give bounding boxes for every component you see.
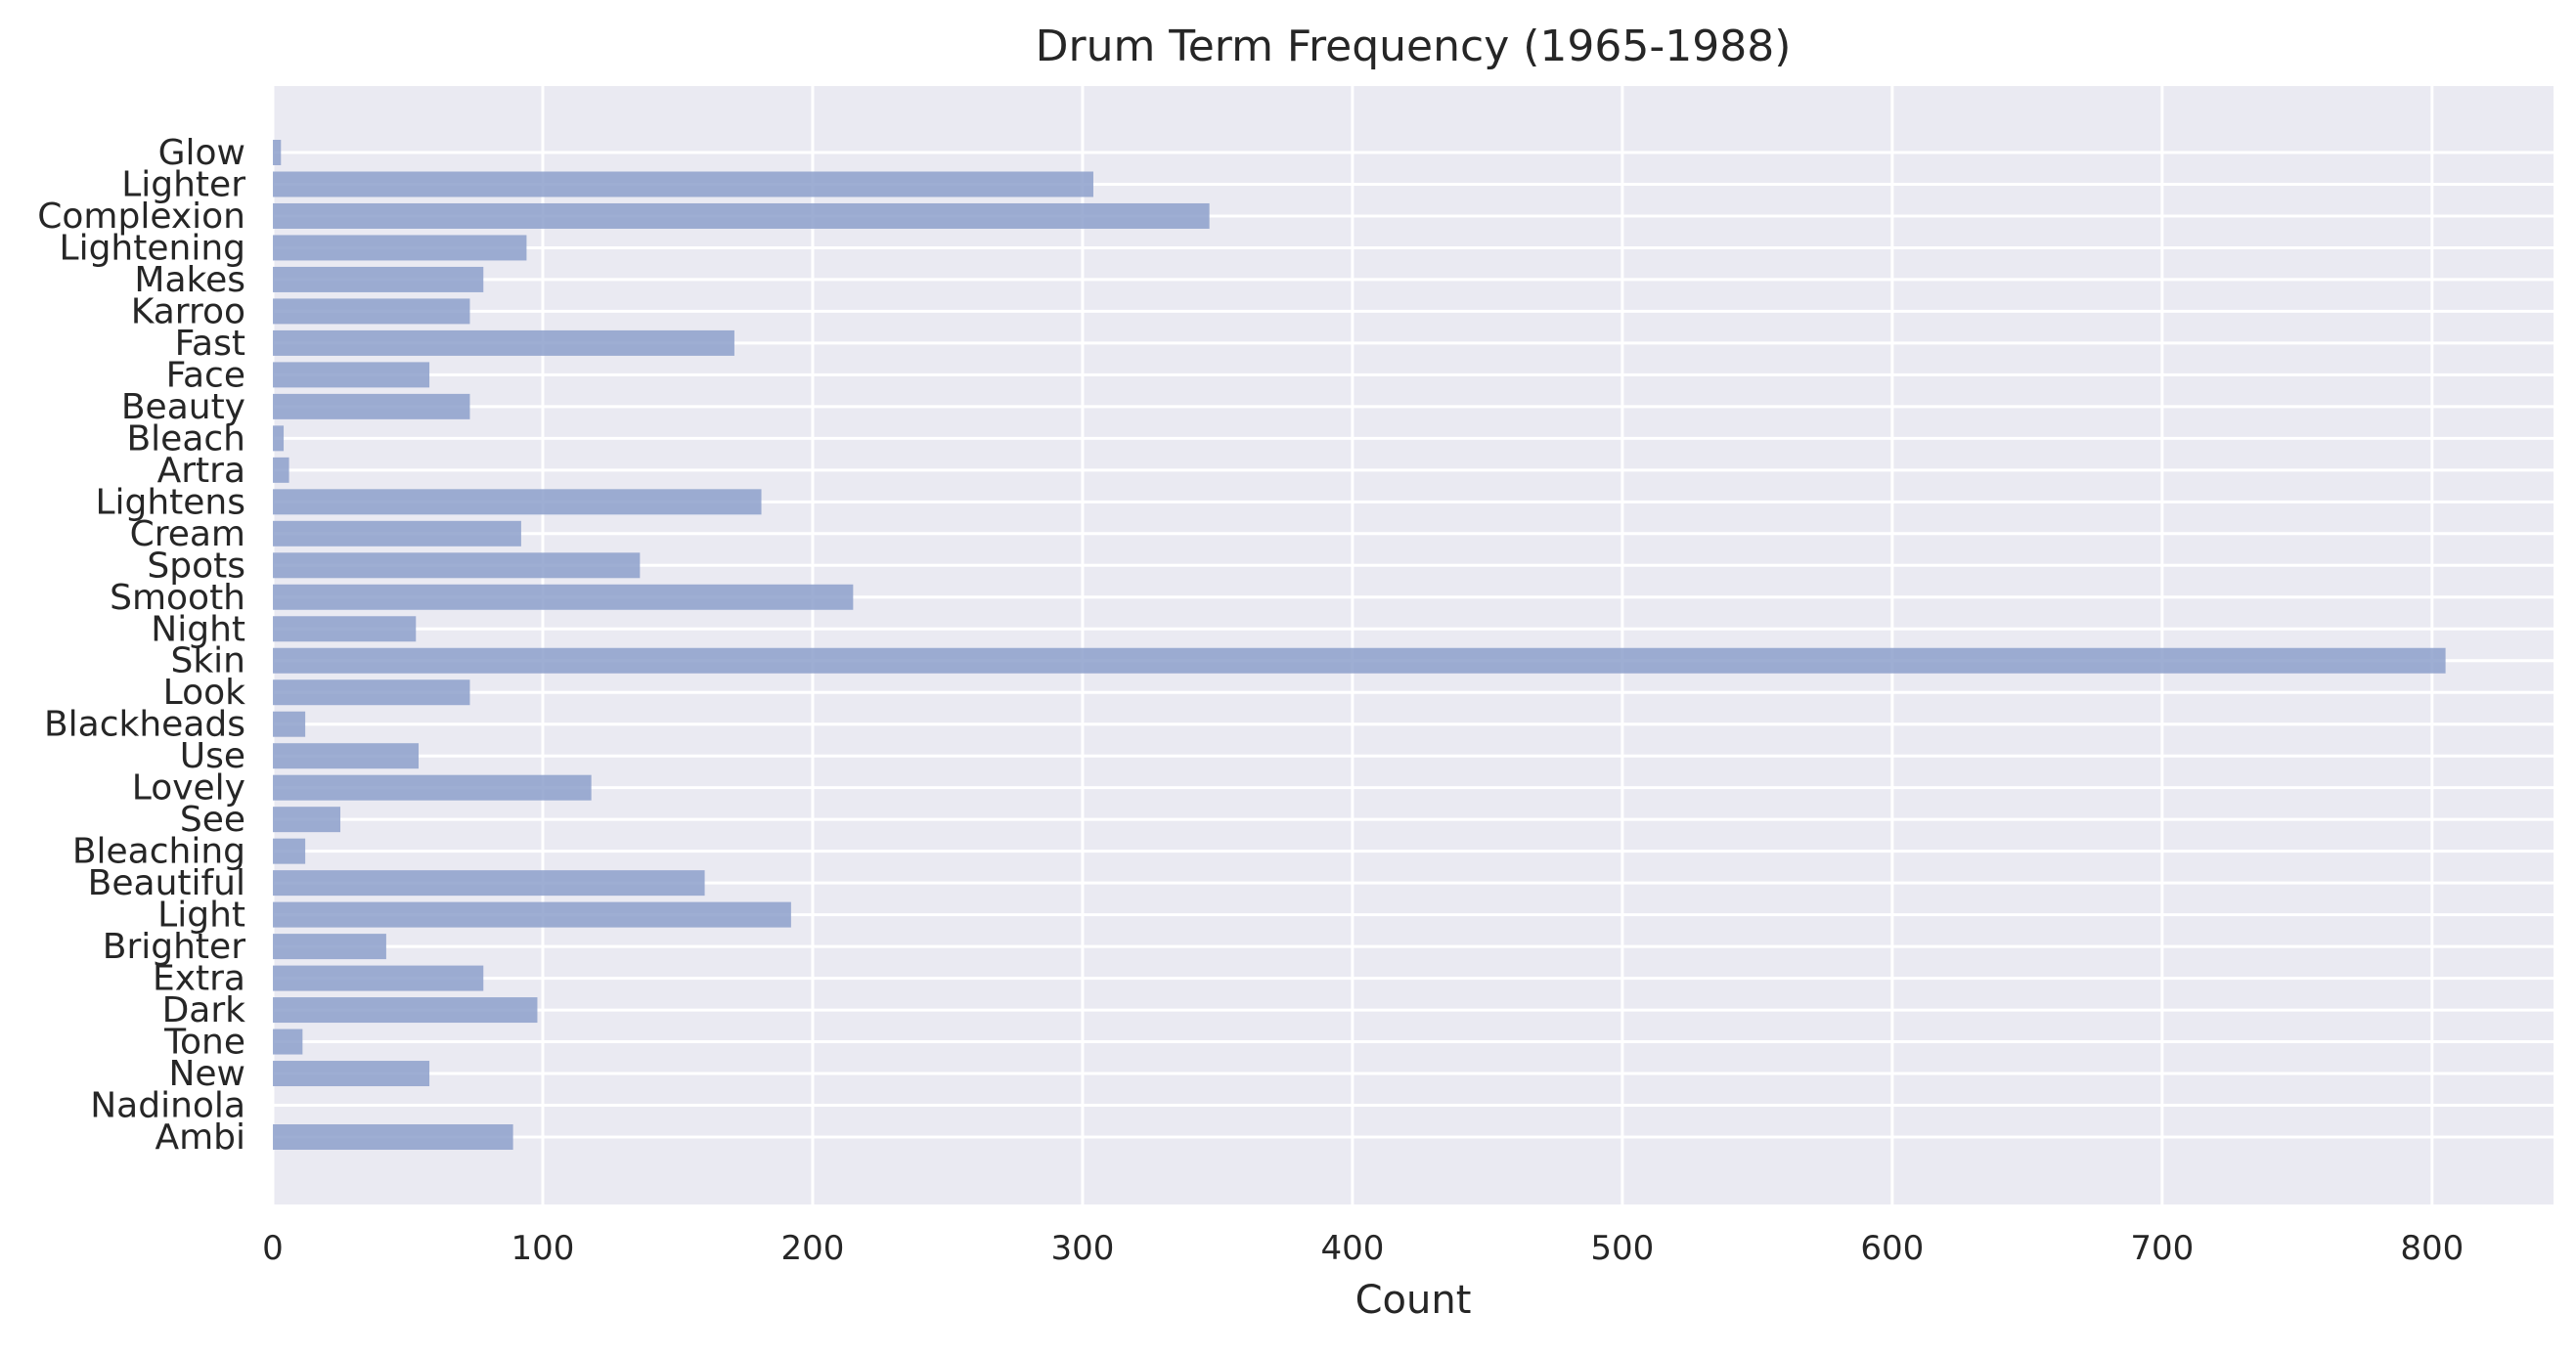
bar-makes bbox=[273, 266, 484, 292]
x-tick-label: 700 bbox=[2130, 1229, 2194, 1268]
y-tick-label: See bbox=[180, 800, 245, 840]
bar-see bbox=[273, 807, 340, 833]
y-tick-label: Cream bbox=[130, 514, 245, 554]
bar-night bbox=[273, 616, 417, 642]
y-tick-label: Beauty bbox=[121, 387, 245, 427]
y-tick-label: Light bbox=[157, 896, 245, 936]
y-tick-label: Ambi bbox=[155, 1117, 245, 1158]
bar-spots bbox=[273, 552, 641, 579]
x-tick-label: 500 bbox=[1590, 1229, 1654, 1268]
x-tick-label: 0 bbox=[262, 1229, 284, 1268]
y-tick-label: Face bbox=[166, 355, 245, 395]
y-tick-label: Look bbox=[163, 673, 245, 713]
x-tick-label: 600 bbox=[1860, 1229, 1924, 1268]
y-tick-label: Lighter bbox=[121, 164, 245, 204]
bar-beauty bbox=[273, 393, 470, 419]
y-tick-label: Brighter bbox=[103, 927, 245, 967]
y-tick-label: Skin bbox=[170, 641, 245, 681]
bar-look bbox=[273, 679, 470, 706]
y-tick-label: Smooth bbox=[110, 578, 245, 618]
bar-extra bbox=[273, 965, 484, 991]
bar-lovely bbox=[273, 774, 592, 801]
bar-light bbox=[273, 901, 791, 928]
y-tick-label: Artra bbox=[157, 451, 245, 491]
y-tick-label: Beautiful bbox=[88, 863, 245, 903]
bar-glow bbox=[273, 140, 282, 165]
bar-dark bbox=[273, 997, 538, 1024]
y-tick-label: Bleach bbox=[126, 418, 245, 459]
y-tick-label: Lovely bbox=[132, 768, 245, 809]
x-tick-label: 100 bbox=[511, 1229, 575, 1268]
bar-ambi bbox=[273, 1124, 513, 1150]
y-tick-label: Dark bbox=[162, 990, 246, 1030]
bar-smooth bbox=[273, 584, 854, 610]
x-tick-label: 800 bbox=[2400, 1229, 2464, 1268]
bar-brighter bbox=[273, 934, 386, 960]
y-tick-label: Karroo bbox=[131, 291, 245, 331]
x-tick-label: 400 bbox=[1320, 1229, 1384, 1268]
y-tick-label: Night bbox=[151, 609, 245, 649]
chart-title: Drum Term Frequency (1965-1988) bbox=[1036, 22, 1792, 71]
bar-lighter bbox=[273, 171, 1093, 197]
y-tick-label: Spots bbox=[147, 546, 245, 586]
bar-skin bbox=[273, 647, 2446, 674]
bar-karroo bbox=[273, 298, 470, 325]
bar-use bbox=[273, 743, 420, 769]
y-tick-label: New bbox=[168, 1054, 245, 1094]
bar-artra bbox=[273, 457, 289, 483]
bar-tone bbox=[273, 1029, 303, 1055]
bar-blackheads bbox=[273, 711, 306, 737]
y-tick-label: Tone bbox=[163, 1023, 245, 1063]
bar-complexion bbox=[273, 202, 1210, 229]
bar-lightening bbox=[273, 235, 527, 261]
bar-lightens bbox=[273, 489, 762, 515]
y-tick-label: Fast bbox=[175, 324, 245, 364]
y-tick-label: Lightens bbox=[95, 482, 245, 522]
y-tick-label: Lightening bbox=[60, 228, 245, 268]
y-tick-label: Complexion bbox=[37, 197, 245, 237]
bar-bleaching bbox=[273, 838, 306, 864]
bar-new bbox=[273, 1061, 430, 1087]
bar-face bbox=[273, 362, 430, 388]
x-axis-label: Count bbox=[1355, 1278, 1472, 1323]
y-tick-label: Nadinola bbox=[90, 1086, 245, 1126]
plot-background bbox=[273, 86, 2554, 1204]
bar-cream bbox=[273, 520, 521, 547]
y-tick-label: Makes bbox=[134, 260, 245, 300]
y-tick-label: Extra bbox=[153, 959, 245, 999]
bar-beautiful bbox=[273, 870, 705, 897]
y-tick-label: Glow bbox=[158, 133, 245, 173]
x-tick-label: 300 bbox=[1050, 1229, 1114, 1268]
y-tick-label: Use bbox=[180, 736, 245, 776]
bar-bleach bbox=[273, 425, 285, 452]
y-tick-label: Blackheads bbox=[44, 705, 245, 745]
x-tick-label: 200 bbox=[780, 1229, 844, 1268]
bar-fast bbox=[273, 329, 734, 356]
y-tick-label: Bleaching bbox=[72, 832, 245, 872]
